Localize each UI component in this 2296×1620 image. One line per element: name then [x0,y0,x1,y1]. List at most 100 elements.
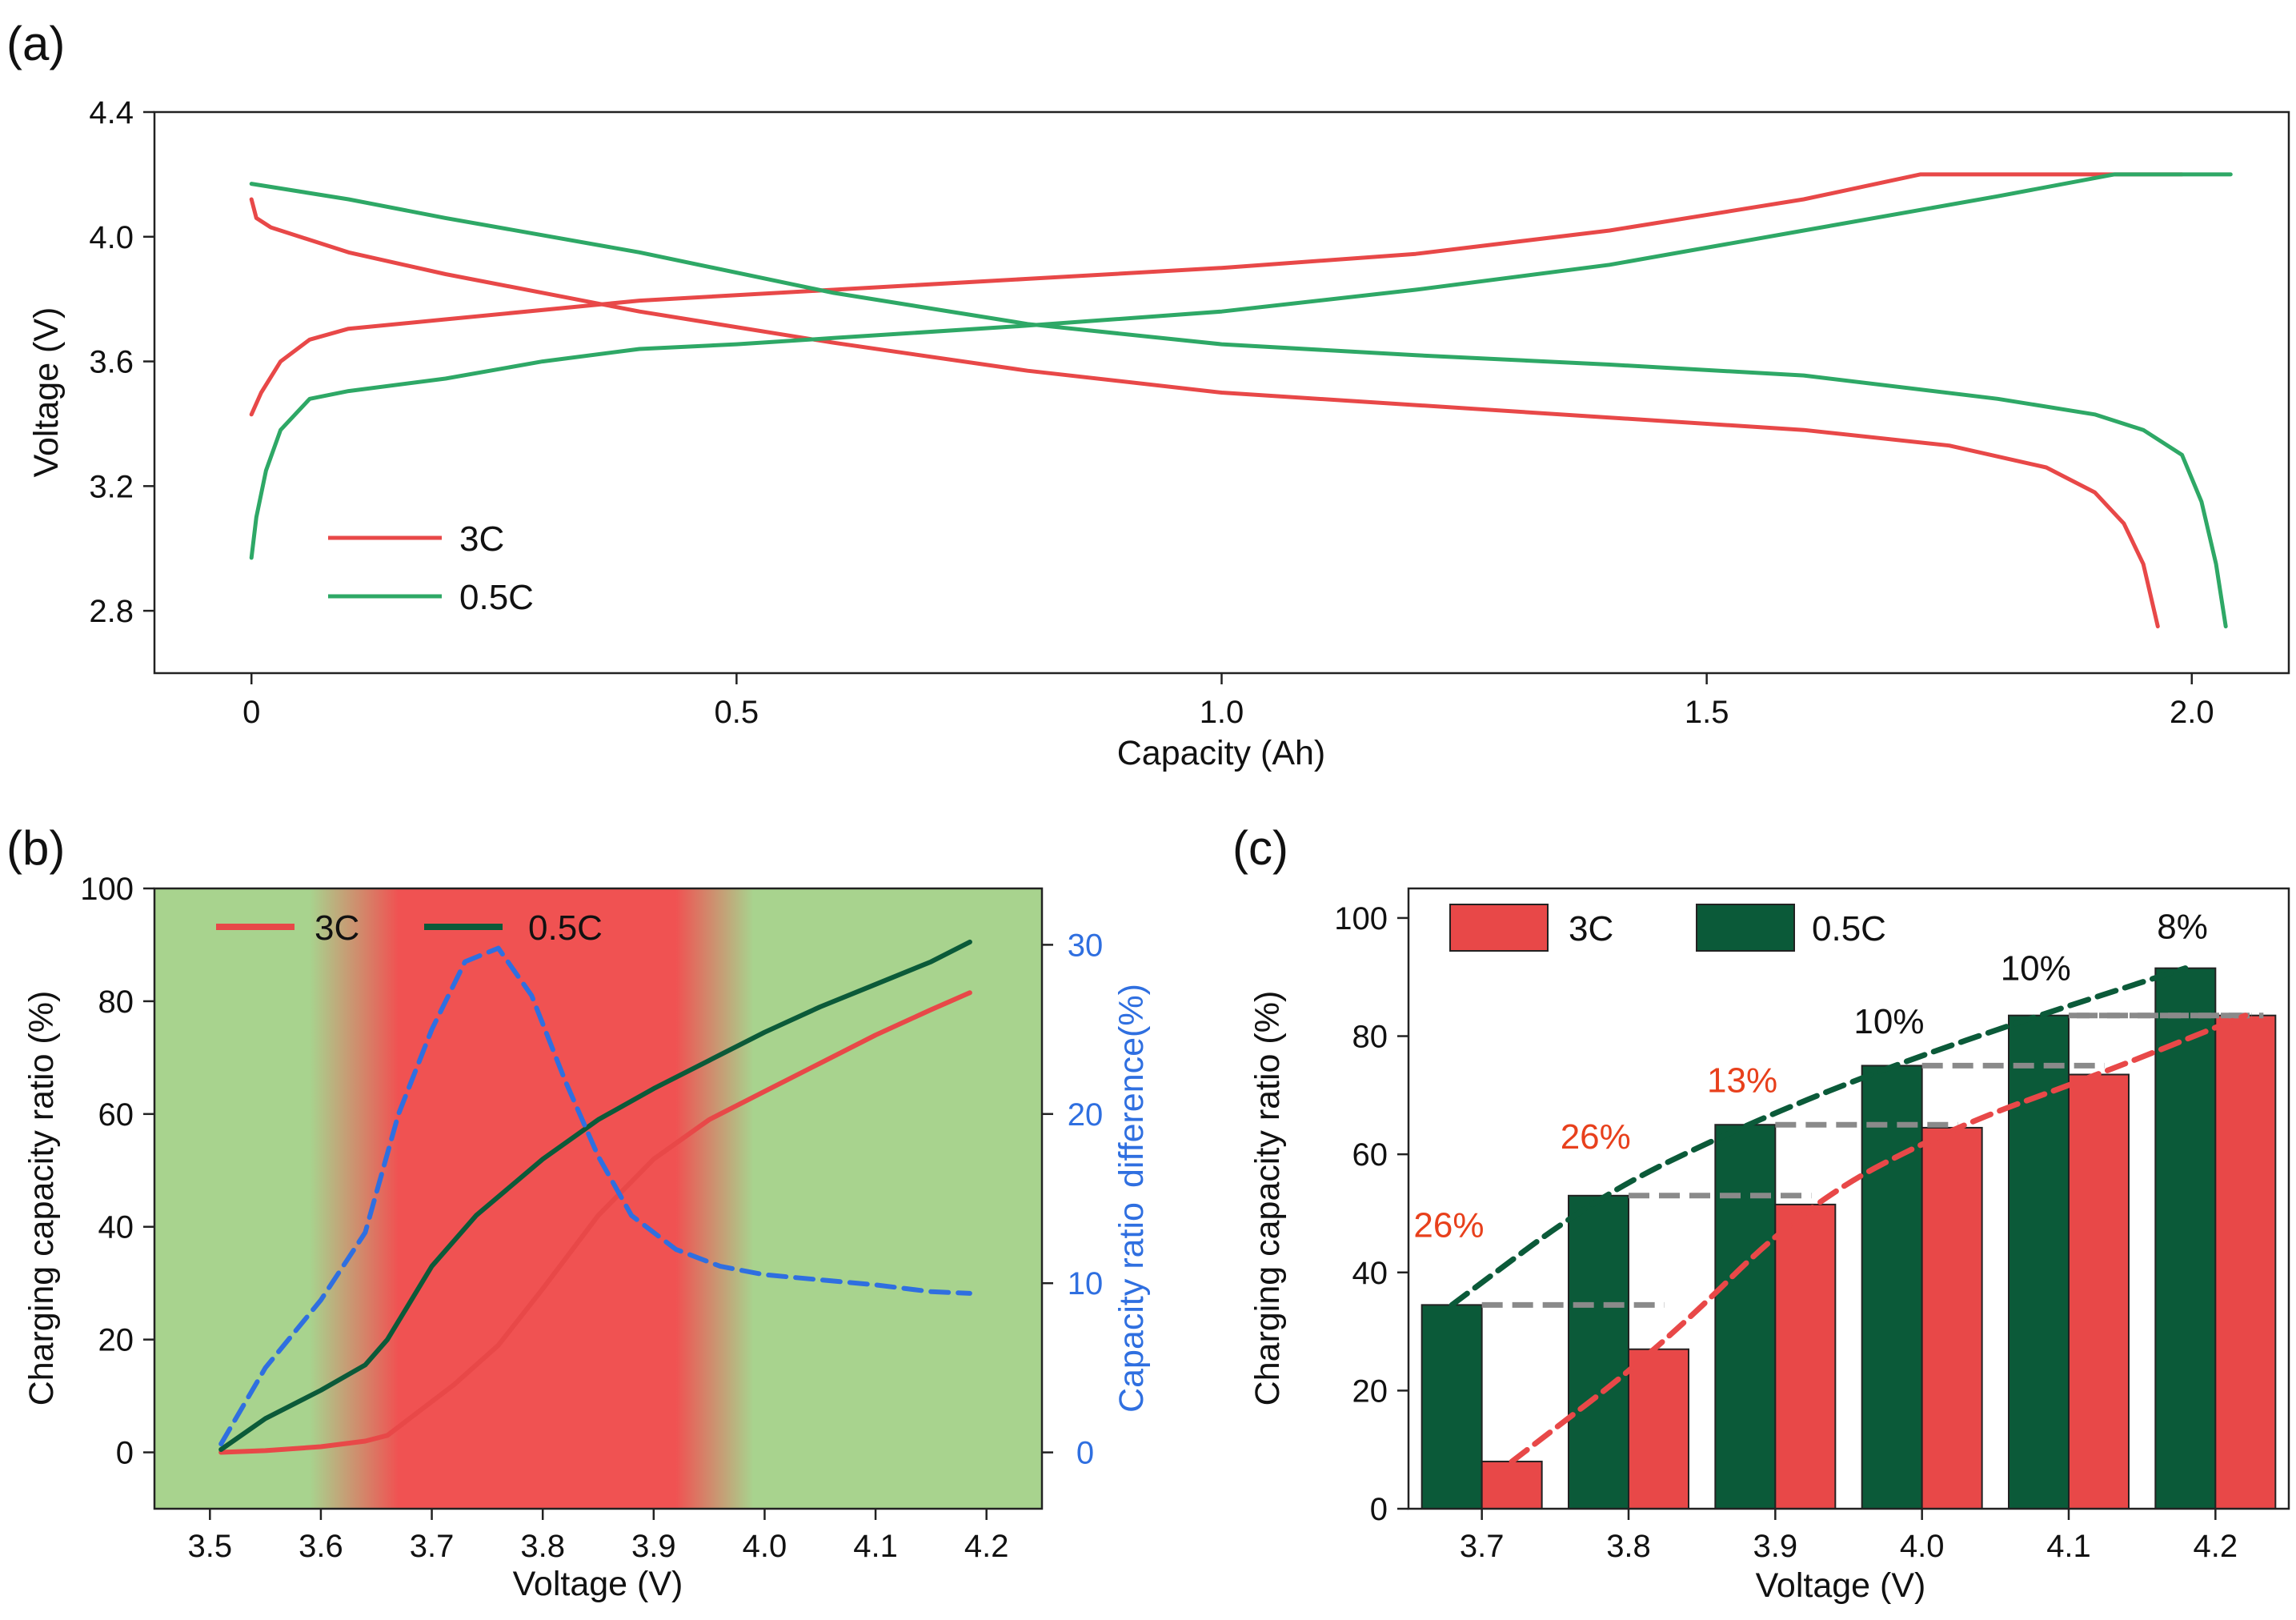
panel-a-xtick-label: 2.0 [2170,695,2214,730]
panel-c-xtick-label: 3.7 [1460,1529,1505,1564]
panel-c-bars: (c) 3.7 3.8 3.9 4.0 4.1 4.2 0 20 40 60 80 100 26% 26… [1232,821,2290,1605]
panel-c-bar-05c [1568,1194,1629,1510]
panel-c-ytick-label: 100 [1334,901,1388,936]
panel-c-ytick-label: 0 [1370,1492,1388,1527]
panel-c-bar-3c [2214,1014,2277,1510]
panel-c-trend-05c [1449,965,2189,1308]
panel-c-bar-3c [1481,1460,1543,1510]
panel-c-bar-group [1420,967,2277,1510]
panel-b-ytick-label: 80 [98,984,134,1020]
panel-b-label: (b) [6,821,65,875]
panel-b-legend-label-05c: 0.5C [528,908,603,948]
panel-c-bar-05c [1861,1065,1923,1510]
panel-a-xtick-label: 0.5 [715,695,759,730]
panel-a-ytick-label: 3.6 [89,345,134,380]
panel-b-series-difference [218,945,972,1446]
panel-b-ylabel: Charging capacity ratio (%) [22,991,61,1406]
panel-c-label: (c) [1232,821,1288,875]
panel-c-annotation: 13% [1707,1061,1777,1101]
panel-c-legend-label-05c: 0.5C [1812,909,1886,948]
panel-c-xtick-label: 4.0 [1900,1529,1945,1564]
panel-c-trend-lines [1449,965,2264,1465]
panel-a-ticks: 0 0.5 1.0 1.5 2.0 2.8 3.2 3.6 4.0 4.4 [89,95,2214,730]
panel-b-y2tick-label: 0 [1076,1436,1094,1471]
panel-c-annotation: 10% [2001,948,2071,988]
panel-b-xtick-label: 3.5 [188,1529,233,1564]
panel-c-ticks: 3.7 3.8 3.9 4.0 4.1 4.2 0 20 40 60 80 100 [1334,901,2238,1564]
panel-c-ytick-label: 60 [1352,1137,1388,1173]
panel-b-xtick-label: 4.2 [964,1529,1009,1564]
panel-b-xtick-label: 3.6 [299,1529,343,1564]
panel-a-series-05c-charge [249,172,2233,560]
panel-a-series [249,172,2233,629]
panel-b-xtick-label: 4.1 [853,1529,898,1564]
panel-a-ytick-label: 4.4 [89,95,134,130]
panel-b-xlabel: Voltage (V) [513,1565,683,1603]
panel-a-label: (a) [6,17,65,70]
panel-c-ylabel: Charging capacity ratio (%) [1248,991,1287,1406]
panel-b-frame [153,887,1044,1510]
panel-b-y2label-part2: difference(%) [1112,984,1151,1188]
panel-c-bar-3c [1628,1348,1689,1510]
panel-c-xlabel: Voltage (V) [1756,1566,1926,1605]
panel-c-xtick-label: 3.9 [1753,1529,1798,1564]
panel-c-legend-swatch-05c [1696,904,1795,952]
panel-c-bar-3c [2068,1073,2130,1510]
panel-c-annotation: 26% [1413,1205,1484,1245]
panel-c-bar-3c [1774,1203,1837,1510]
panel-c-bar-05c [1714,1124,1777,1510]
panel-c-annotation: 10% [1853,1002,1924,1041]
panel-b-y2label-part1: Capacity ratio [1112,1202,1151,1413]
panel-b-series-3c [218,990,972,1455]
panel-b-xtick-label: 4.0 [743,1529,787,1564]
panel-b-background [154,888,1042,1509]
panel-c-ytick-label: 40 [1352,1256,1388,1291]
panel-a-ytick-label: 2.8 [89,594,134,629]
panel-b-y2label: Capacity ratio difference(%) [1112,984,1151,1413]
panel-b-xtick-label: 3.8 [520,1529,565,1564]
panel-a-ytick-label: 4.0 [89,220,134,255]
panel-b-ytick-label: 0 [116,1436,134,1471]
panel-c-legend: 3C 0.5C [1449,904,1886,952]
panel-c-annotations: 26% 26% 13% 10% 10% 8% [1413,908,2208,1245]
panel-c-xtick-label: 4.1 [2046,1529,2091,1564]
panel-a-legend: 3C 0.5C [328,519,534,617]
panel-a-series-3c-charge [249,172,2185,417]
panel-b-ytick-label: 20 [98,1323,134,1358]
panel-a-capacity-voltage: (a) 0 0.5 1.0 1.5 2.0 2.8 3.2 3.6 4.0 4.4 Capacit… [6,17,2290,772]
panel-c-trend-3c [1509,1012,2249,1465]
panel-a-ytick-label: 3.2 [89,469,134,504]
panel-a-series-3c-discharge [249,197,2160,629]
panel-c-legend-label-3c: 3C [1569,909,1613,948]
panel-c-legend-swatch-3c [1449,904,1549,952]
panel-b-ytick-label: 40 [98,1210,134,1245]
panel-b-ytick-label: 60 [98,1097,134,1133]
panel-a-xlabel: Capacity (Ah) [1117,734,1325,772]
panel-b-ytick-label: 100 [80,872,134,907]
panel-b-legend-label-3c: 3C [315,908,359,948]
panel-b-voltage-ratio: (b) 3.5 3.6 3.7 3.8 3.9 4.0 4.1 4.2020406080100… [6,821,1151,1603]
panel-a-series-05c-discharge [249,182,2228,629]
panel-a-legend-label-05c: 0.5C [459,578,534,617]
panel-b-legend: 3C 0.5C [216,908,603,948]
panel-b-y2tick-label: 30 [1068,928,1104,963]
panel-c-bar-3c [1921,1126,1983,1510]
panel-b-xtick-label: 3.9 [631,1529,676,1564]
panel-c-xtick-label: 4.2 [2194,1529,2238,1564]
panel-b-series [218,939,972,1455]
panel-c-ytick-label: 20 [1352,1373,1388,1409]
panel-b-y2tick-label: 20 [1068,1097,1104,1133]
panel-c-annotation: 26% [1561,1117,1631,1157]
panel-b-ticks: 3.5 3.6 3.7 3.8 3.9 4.0 4.1 4.2 0 20 40 60 80 100 0 10 2… [80,872,1103,1564]
panel-c-bar-05c [1420,1304,1483,1510]
panel-b-y2tick-label: 10 [1068,1266,1104,1301]
panel-b-xtick-label: 3.7 [410,1529,455,1564]
panel-a-ylabel: Voltage (V) [27,307,66,478]
panel-c-frame [1407,887,2290,1510]
panel-b-series-05c [218,939,972,1452]
panel-a-xtick-label: 1.5 [1685,695,1729,730]
panel-c-xtick-label: 3.8 [1606,1529,1651,1564]
panel-c-ytick-label: 80 [1352,1020,1388,1055]
panel-a-xtick-label: 0 [242,695,260,730]
